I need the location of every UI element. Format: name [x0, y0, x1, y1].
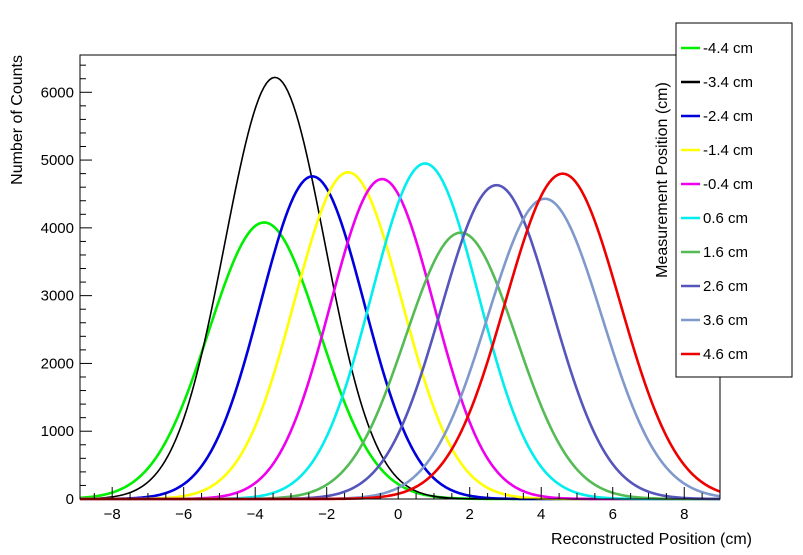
- x-tick-label: −2: [318, 506, 335, 523]
- y-axis-label: Number of Counts: [9, 55, 26, 185]
- legend-title: Measurement Position (cm): [654, 82, 671, 278]
- x-tick-label: 4: [537, 506, 545, 523]
- y-tick-label: 5000: [41, 152, 74, 169]
- x-tick-label: 2: [466, 506, 474, 523]
- legend: -4.4 cm -3.4 cm -2.4 cm -1.4 cm -0.4 cm 0.6 c…: [675, 22, 793, 378]
- legend-label-2: -2.4 cm: [703, 108, 753, 125]
- x-tick-label: −8: [104, 506, 121, 523]
- y-tick-label: 2000: [41, 355, 74, 372]
- y-axis: 0 1000 2000 3000 4000 5000 6000: [41, 64, 92, 508]
- legend-label-9: 4.6 cm: [703, 346, 748, 363]
- x-tick-label: 8: [680, 506, 688, 523]
- y-tick-label: 3000: [41, 288, 74, 305]
- x-tick-label: −4: [247, 506, 264, 523]
- y-tick-label: 4000: [41, 220, 74, 237]
- y-tick-label: 0: [66, 491, 74, 508]
- x-tick-label: 6: [609, 506, 617, 523]
- x-axis: −8 −6 −4 −2 0 2 4 6 8: [93, 487, 721, 523]
- x-axis-label: Reconstructed Position (cm): [551, 531, 752, 548]
- x-tick-label: 0: [394, 506, 402, 523]
- legend-label-8: 3.6 cm: [703, 312, 748, 329]
- legend-label-1: -3.4 cm: [703, 74, 753, 91]
- legend-label-3: -1.4 cm: [703, 142, 753, 159]
- y-tick-label: 6000: [41, 84, 74, 101]
- legend-label-4: -0.4 cm: [703, 176, 753, 193]
- legend-label-6: 1.6 cm: [703, 244, 748, 261]
- legend-label-0: -4.4 cm: [703, 40, 753, 57]
- y-tick-label: 1000: [41, 423, 74, 440]
- legend-label-7: 2.6 cm: [703, 278, 748, 295]
- x-tick-label: −6: [175, 506, 192, 523]
- legend-items: -4.4 cm -3.4 cm -2.4 cm -1.4 cm -0.4 cm 0.6 c…: [681, 40, 753, 363]
- legend-label-5: 0.6 cm: [703, 210, 748, 227]
